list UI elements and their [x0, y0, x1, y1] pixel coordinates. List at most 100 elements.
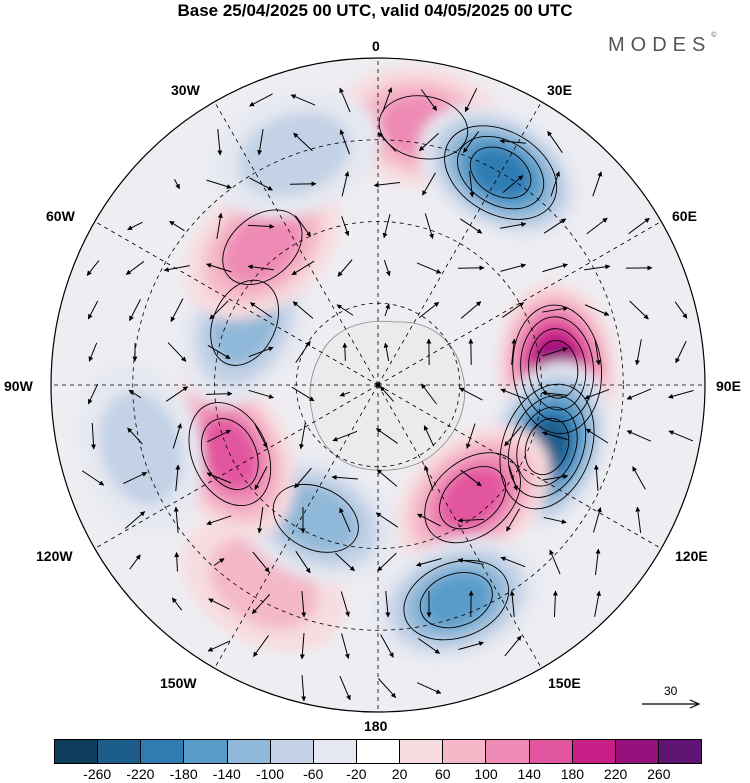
colorbar-swatch — [657, 740, 702, 763]
wind-vector — [423, 465, 434, 491]
wind-vector — [502, 302, 525, 318]
wind-vector — [339, 507, 351, 533]
wind-vector — [165, 386, 189, 402]
colorbar-swatch — [485, 740, 529, 763]
colorbar-tick-label: 20 — [391, 766, 408, 782]
colorbar-swatch — [140, 740, 184, 763]
contour-line — [419, 572, 493, 629]
colorbar-swatch — [97, 740, 141, 763]
map-title: Base 25/04/2025 00 UTC, valid 04/05/2025… — [177, 1, 573, 20]
lon-label-120e: 120E — [675, 548, 708, 564]
wind-vector — [626, 388, 652, 400]
colorbar-swatch — [442, 740, 486, 763]
contour-line — [507, 395, 587, 498]
contour-line — [222, 209, 303, 285]
wind-vector — [380, 634, 394, 658]
wind-vector — [458, 641, 484, 651]
wind-vector — [172, 423, 182, 449]
wind-vector — [341, 633, 350, 660]
anomaly-band — [420, 572, 493, 628]
wind-vector — [423, 425, 435, 447]
antarctica-outline — [309, 320, 466, 471]
wind-vector — [506, 508, 520, 532]
wind-vector — [337, 259, 353, 277]
contour-line — [528, 328, 587, 411]
colorbar-swatch — [55, 740, 98, 763]
brand-mark: © — [711, 32, 717, 39]
lon-label-60w: 60W — [46, 208, 75, 224]
wind-vector — [127, 427, 143, 445]
wind-vector — [508, 465, 518, 491]
wind-vector — [87, 383, 99, 405]
wind-vector — [549, 549, 561, 575]
lon-label-60e: 60E — [672, 208, 697, 224]
wind-vector — [339, 675, 351, 701]
wind-vector — [295, 550, 311, 574]
wind-vector — [626, 430, 652, 442]
colorbar-tick-label: -180 — [169, 766, 198, 782]
latitude-circle — [132, 139, 624, 631]
wind-vector — [375, 512, 399, 528]
wind-vector — [206, 179, 232, 189]
wind-vector — [207, 429, 232, 443]
lon-label-150w: 150W — [160, 675, 197, 691]
anomaly-band — [273, 484, 359, 553]
meridian-line — [377, 212, 676, 386]
wind-vector — [460, 469, 482, 487]
anomaly-negative-5 — [371, 536, 542, 665]
wind-vector — [424, 213, 434, 239]
wind-vector — [251, 594, 271, 615]
contour-line — [439, 466, 507, 530]
wind-vector — [336, 304, 354, 316]
wind-vector — [295, 340, 311, 364]
wind-vector — [469, 171, 475, 198]
wind-vector — [342, 342, 348, 361]
wind-vector — [341, 216, 350, 237]
wind-vector — [421, 383, 437, 405]
wind-vector — [171, 597, 183, 611]
contour-line — [403, 559, 510, 641]
colorbar-swatch — [614, 740, 658, 763]
lon-label-180: 180 — [364, 718, 388, 734]
wind-vector — [383, 260, 391, 277]
wind-vector — [542, 431, 568, 441]
wind-vector — [252, 551, 270, 573]
wind-vector — [550, 171, 560, 197]
wind-vector — [459, 218, 483, 234]
wind-vector — [511, 338, 517, 365]
colorbar-tick-label: 100 — [474, 766, 498, 782]
wind-vector — [632, 466, 646, 490]
wind-vector — [594, 339, 601, 366]
wind-vector — [385, 591, 391, 618]
meridian-line — [377, 87, 551, 386]
wind-vector — [301, 674, 307, 702]
wind-vector — [594, 590, 602, 617]
wind-vector — [129, 299, 141, 322]
wind-vector — [635, 339, 642, 366]
wind-vector — [248, 346, 274, 358]
meridian-line — [205, 87, 379, 386]
wind-vector — [499, 138, 526, 144]
wind-vector — [163, 265, 190, 272]
wind-vector — [547, 130, 563, 153]
wind-vector — [249, 93, 273, 107]
wind-vector — [257, 507, 264, 534]
wind-vector — [509, 590, 515, 617]
wind-vector — [128, 389, 142, 399]
wind-vector — [542, 474, 569, 481]
wind-vector — [174, 551, 180, 572]
wind-vector — [254, 424, 268, 449]
anomaly-contours — [188, 95, 603, 641]
meridian-line — [80, 384, 379, 558]
wind-vector — [382, 87, 393, 113]
wind-vector — [88, 342, 98, 362]
wind-vector — [457, 517, 485, 523]
wind-vector — [208, 598, 230, 610]
colorbar-tick-label: -220 — [126, 766, 155, 782]
wind-vector — [377, 552, 397, 572]
wind-vector — [675, 340, 687, 364]
wind-vector — [635, 506, 642, 533]
wind-vector — [502, 175, 524, 193]
colorbar-tick-label: -20 — [346, 766, 367, 782]
wind-vector — [500, 263, 527, 272]
